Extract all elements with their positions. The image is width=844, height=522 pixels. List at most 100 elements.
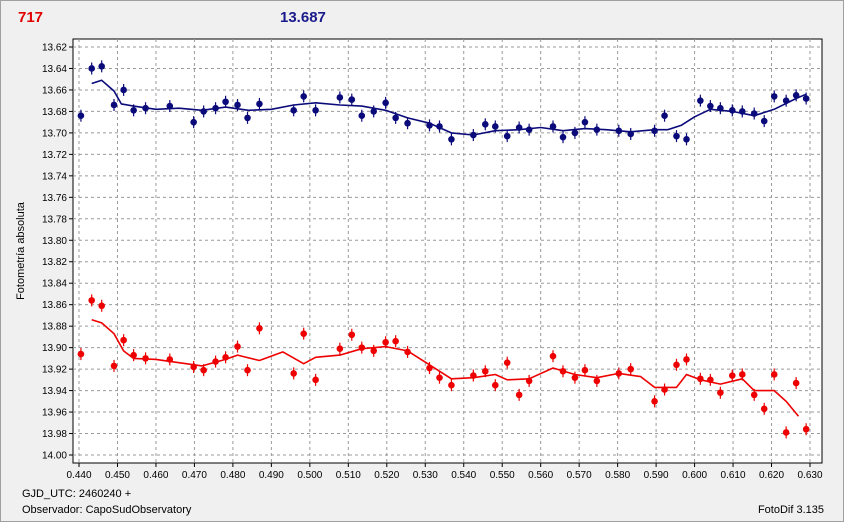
point-marker — [300, 93, 307, 100]
data-point-blue — [234, 98, 241, 111]
point-marker — [697, 97, 704, 104]
data-point-red — [336, 342, 344, 355]
point-marker — [382, 338, 389, 346]
data-point-blue — [222, 95, 229, 108]
data-point-red — [481, 365, 489, 378]
point-marker — [404, 348, 411, 356]
y-tick-label: 13.84 — [42, 279, 67, 290]
point-marker — [615, 370, 623, 377]
point-marker — [802, 425, 810, 433]
point-marker — [212, 104, 219, 112]
y-tick-label: 13.94 — [42, 386, 67, 397]
point-marker — [615, 127, 623, 135]
point-marker — [802, 95, 810, 102]
point-marker — [392, 114, 399, 122]
data-point-red — [697, 372, 704, 385]
y-tick-label: 13.70 — [42, 128, 67, 139]
point-marker — [88, 297, 95, 304]
data-point-blue — [549, 120, 557, 133]
data-point-blue — [683, 133, 690, 146]
point-marker — [782, 429, 790, 436]
y-tick-label: 13.74 — [42, 171, 67, 182]
data-point-blue — [503, 130, 511, 143]
x-tick-label: 0.460 — [143, 470, 168, 481]
y-tick-label: 13.90 — [42, 343, 67, 354]
point-marker — [110, 362, 118, 370]
series-blue — [77, 60, 810, 146]
data-point-red — [212, 355, 219, 368]
data-point-red — [448, 379, 455, 392]
y-tick-label: 13.72 — [42, 150, 67, 161]
data-point-blue — [782, 94, 790, 107]
point-marker — [559, 133, 567, 141]
data-point-blue — [470, 129, 477, 142]
point-marker — [593, 377, 601, 385]
data-point-red — [491, 379, 499, 392]
point-marker — [792, 379, 800, 387]
data-point-blue — [770, 90, 778, 103]
point-marker — [190, 118, 197, 126]
y-tick-label: 13.64 — [42, 64, 67, 75]
data-point-blue — [200, 105, 207, 118]
data-point-red — [370, 344, 378, 357]
point-marker — [142, 355, 149, 362]
x-tick-label: 0.470 — [182, 470, 207, 481]
data-point-blue — [300, 90, 307, 103]
data-point-red — [348, 328, 356, 341]
point-marker — [503, 132, 511, 140]
data-point-blue — [312, 104, 319, 117]
point-marker — [190, 363, 197, 371]
point-marker — [244, 366, 251, 374]
x-tick-label: 0.530 — [413, 470, 438, 481]
point-marker — [559, 367, 567, 375]
y-tick-label: 13.80 — [42, 236, 67, 247]
point-marker — [336, 94, 344, 101]
data-point-red — [222, 351, 229, 364]
axis-ticks: 0.440 0.450 0.460 0.470 0.480 0.490 0.500 0.510… — [42, 43, 823, 482]
x-tick-label: 0.490 — [259, 470, 284, 481]
point-marker — [290, 107, 297, 114]
data-point-blue — [448, 133, 455, 146]
data-point-blue — [404, 117, 411, 130]
data-point-blue — [707, 100, 714, 113]
data-point-blue — [750, 107, 758, 120]
y-tick-label: 13.68 — [42, 107, 67, 118]
point-marker — [581, 118, 589, 126]
point-marker — [256, 100, 263, 108]
point-marker — [382, 99, 389, 107]
x-tick-label: 0.560 — [528, 470, 553, 481]
data-point-blue — [593, 123, 601, 136]
point-marker — [792, 92, 800, 99]
data-point-blue — [651, 124, 658, 137]
data-point-blue — [738, 105, 746, 118]
data-point-red — [120, 334, 127, 347]
point-marker — [770, 371, 778, 378]
point-marker — [448, 381, 455, 389]
point-marker — [581, 366, 589, 374]
point-marker — [336, 345, 344, 353]
data-point-red — [549, 350, 557, 363]
data-point-red — [525, 374, 533, 387]
point-marker — [481, 367, 489, 375]
data-point-red — [728, 369, 736, 382]
data-point-red — [559, 365, 567, 378]
point-marker — [549, 352, 557, 360]
data-point-red — [88, 294, 95, 307]
data-point-red — [782, 426, 790, 439]
data-point-red — [571, 371, 579, 384]
point-marker — [651, 127, 658, 135]
data-point-red — [358, 341, 366, 354]
point-marker — [426, 364, 433, 372]
trend-line-red — [91, 318, 800, 417]
trend-line-blue — [91, 79, 807, 136]
point-marker — [673, 132, 680, 140]
point-marker — [300, 330, 307, 337]
x-tick-label: 0.570 — [567, 470, 592, 481]
data-point-blue — [627, 127, 635, 140]
data-point-red — [627, 363, 635, 376]
point-marker — [481, 121, 489, 128]
point-marker — [503, 359, 511, 366]
point-marker — [770, 93, 778, 100]
point-marker — [750, 110, 758, 117]
